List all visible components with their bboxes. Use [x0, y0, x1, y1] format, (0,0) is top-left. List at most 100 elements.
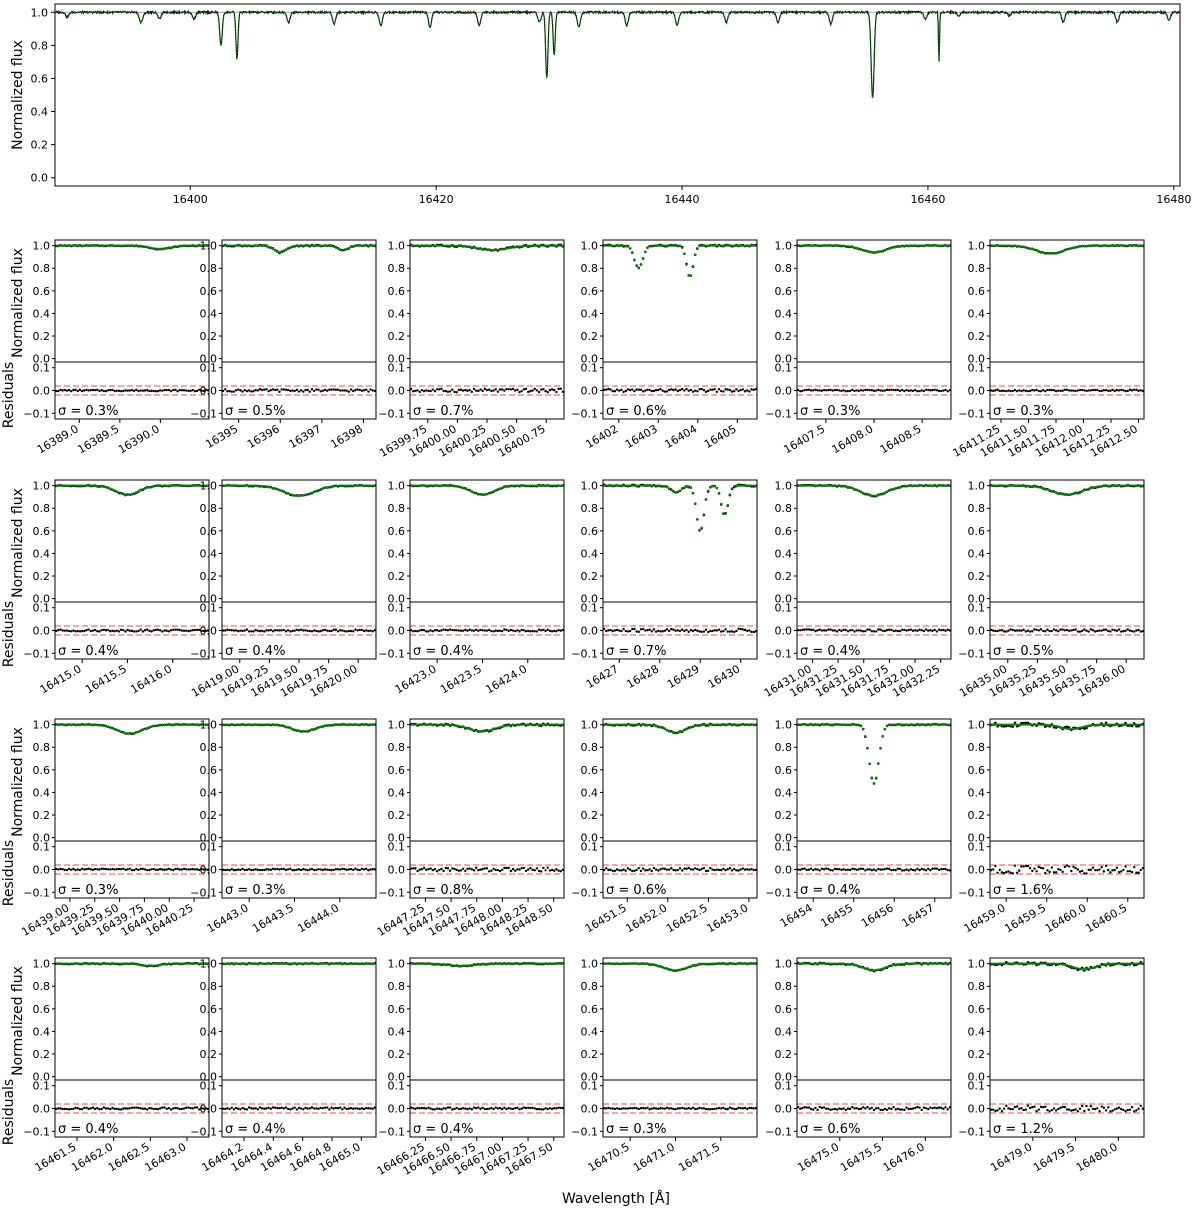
residual-point [453, 629, 456, 632]
xtick-label: 16416.0 [128, 662, 174, 696]
model-point [833, 484, 837, 487]
residual-point [113, 389, 116, 393]
model-point [903, 485, 906, 488]
model-point [143, 727, 147, 731]
residual-point [100, 628, 103, 632]
model-point [435, 244, 439, 247]
model-point [1107, 484, 1110, 488]
residual-point [315, 388, 318, 391]
xtick-label: 16389.5 [75, 422, 121, 456]
flux-ytick-label: 0.2 [775, 570, 793, 583]
model-point [864, 492, 867, 496]
residual-point [831, 869, 834, 872]
model-point [308, 962, 312, 965]
residual-point [641, 867, 645, 870]
resid-ytick-label: 0.1 [388, 841, 406, 854]
residual-point [425, 630, 428, 633]
residual-point [887, 388, 891, 392]
model-point [91, 723, 95, 726]
residual-point [659, 630, 662, 633]
residual-point [321, 389, 325, 392]
xtick-label: 16443.0 [205, 901, 251, 935]
residual-point [648, 628, 651, 631]
residual-point [472, 387, 476, 391]
model-point [440, 484, 443, 487]
model-point [276, 723, 279, 727]
residual-point [661, 389, 664, 392]
residual-point [1059, 868, 1062, 872]
model-point [336, 723, 340, 726]
model-point [833, 723, 837, 726]
residual-point [1111, 628, 1114, 631]
model-point [187, 244, 190, 247]
model-point [920, 723, 923, 726]
residual-point [511, 387, 515, 391]
model-point [459, 725, 463, 728]
residual-point [354, 628, 357, 631]
model-point [349, 484, 353, 487]
residual-point [293, 868, 296, 872]
model-point [929, 484, 932, 487]
residual-point [861, 867, 865, 871]
residual-point [308, 1107, 312, 1110]
residual-point [433, 1108, 437, 1111]
residual-point [1018, 869, 1021, 872]
model-point [193, 723, 197, 726]
model-point [165, 247, 168, 250]
model-point [347, 484, 351, 487]
residual-point [522, 866, 526, 870]
model-point [323, 244, 327, 247]
residual-point [1018, 629, 1021, 632]
model-point [198, 244, 201, 247]
flux-ytick-label: 0.6 [200, 764, 218, 777]
residual-point [182, 389, 186, 392]
residual-point [1139, 630, 1142, 633]
residual-point [1130, 629, 1134, 633]
model-point [1061, 726, 1064, 730]
residual-point [310, 388, 314, 391]
residual-point [750, 867, 753, 871]
residual-point [91, 1106, 95, 1109]
model-point [872, 494, 876, 498]
model-point [746, 484, 749, 487]
model-point [633, 723, 636, 726]
residual-point [80, 629, 84, 633]
model-point [1098, 723, 1101, 726]
residual-point [1115, 629, 1119, 633]
model-point [730, 723, 734, 726]
model-point [328, 485, 331, 489]
residual-point [169, 629, 173, 632]
residual-point [1011, 628, 1014, 632]
residual-point [1070, 629, 1073, 632]
residual-point [312, 389, 316, 393]
residual-point [1080, 388, 1084, 392]
model-point [232, 723, 236, 726]
model-point [648, 245, 651, 248]
model-point [918, 244, 921, 247]
model-point [494, 727, 497, 730]
residual-point [1065, 388, 1069, 391]
model-point [93, 723, 97, 727]
residual-point [442, 628, 445, 631]
model-point [87, 723, 90, 726]
model-point [200, 244, 203, 247]
residual-point [485, 388, 489, 392]
model-point [1046, 488, 1049, 491]
resid-ytick-label: 0.1 [33, 602, 51, 615]
model-point [119, 730, 123, 734]
residual-point [74, 868, 77, 872]
model-point [674, 731, 677, 734]
xtick-label: 16389.0 [35, 422, 81, 456]
residual-point [935, 389, 939, 392]
zoom-panel-19: 0.00.20.40.60.81.0−0.10.00.116461.516462… [23, 957, 210, 1174]
flux-ytick-label: 1.0 [388, 719, 406, 732]
residual-point [1096, 388, 1099, 392]
residual-point [646, 388, 649, 391]
model-point [646, 484, 649, 487]
model-point [293, 728, 296, 731]
model-point [429, 244, 432, 247]
model-point [1139, 484, 1142, 487]
residual-point [466, 389, 469, 392]
residual-point [306, 1107, 309, 1110]
